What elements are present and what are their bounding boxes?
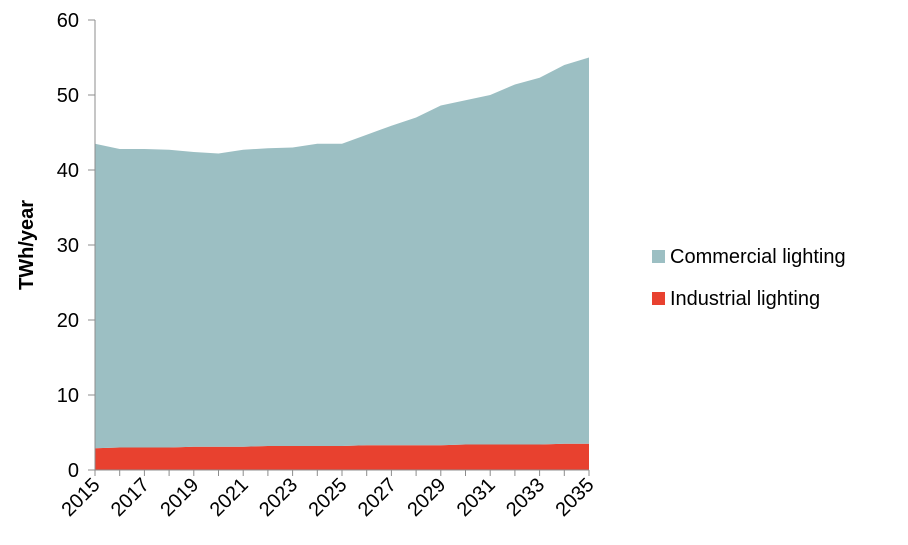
y-tick-label: 60 — [57, 10, 79, 32]
y-tick-label: 40 — [57, 160, 79, 182]
y-tick-label: 50 — [57, 85, 79, 107]
legend-swatch-industrial-lighting — [652, 292, 665, 305]
x-tick-label: 2025 — [305, 474, 352, 521]
y-axis: 0 10 20 30 40 50 60 — [57, 10, 96, 482]
x-tick-label: 2027 — [354, 474, 401, 521]
y-tick-label: 30 — [57, 235, 79, 257]
legend: Commercial lighting Industrial lighting — [652, 246, 846, 310]
x-tick-label: 2033 — [502, 474, 549, 521]
y-tick-label: 10 — [57, 385, 79, 407]
x-tick-label: 2029 — [403, 474, 450, 521]
y-tick-label: 20 — [57, 310, 79, 332]
y-tick-label: 0 — [68, 460, 79, 482]
legend-label-commercial-lighting: Commercial lighting — [670, 246, 846, 268]
area-industrial-lighting — [95, 443, 589, 470]
x-tick-label: 2017 — [107, 474, 154, 521]
legend-swatch-commercial-lighting — [652, 250, 665, 263]
x-axis: 2015 2017 2019 2021 2023 2025 2027 2029 2031 2033… — [58, 469, 599, 521]
x-tick-label: 2021 — [206, 474, 253, 521]
x-tick-label: 2019 — [156, 474, 203, 521]
x-tick-label: 2023 — [255, 474, 302, 521]
x-tick-label: 2035 — [552, 474, 599, 521]
legend-label-industrial-lighting: Industrial lighting — [670, 288, 820, 310]
x-tick-label: 2015 — [58, 474, 105, 521]
y-axis-title: TWh/year — [16, 200, 38, 290]
area-commercial-lighting — [95, 57, 589, 449]
plot-area — [95, 57, 589, 470]
x-tick-label: 2031 — [453, 474, 500, 521]
